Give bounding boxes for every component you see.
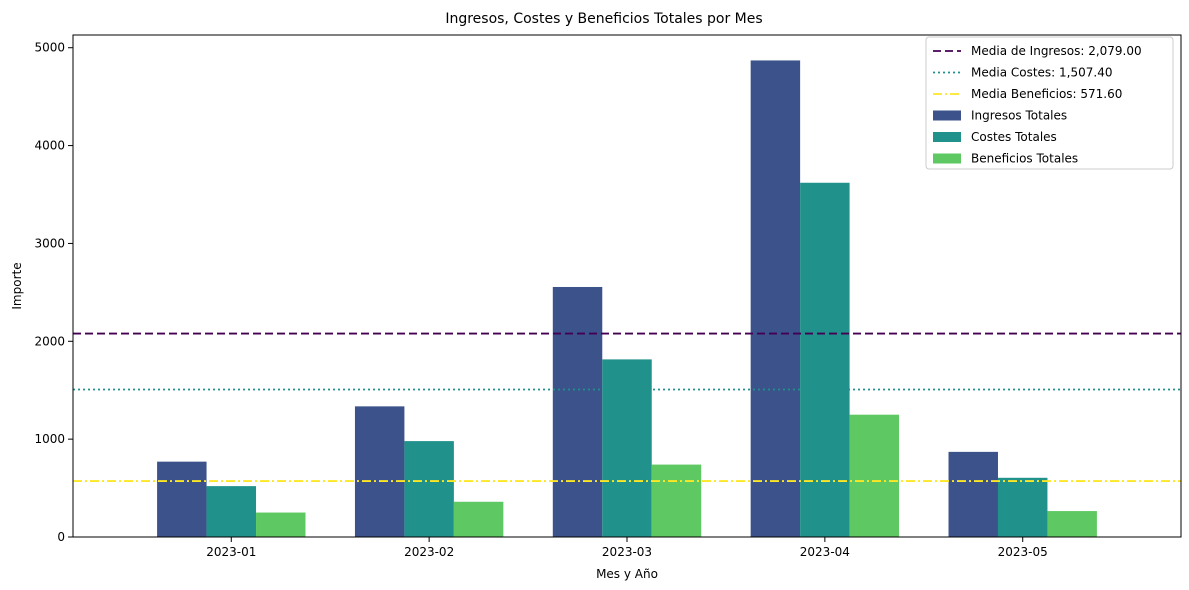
legend-label: Ingresos Totales xyxy=(971,109,1067,123)
bar-ingresos-totales-2023-03 xyxy=(552,286,603,537)
bar-costes-totales-2023-03 xyxy=(602,359,652,537)
x-axis-label: Mes y Año xyxy=(596,567,658,581)
legend-bar-swatch xyxy=(933,153,961,164)
bar-ingresos-totales-2023-02 xyxy=(354,406,405,537)
bar-costes-totales-2023-04 xyxy=(800,182,850,537)
bar-ingresos-totales-2023-01 xyxy=(157,461,207,537)
x-tick-label: 2023-01 xyxy=(206,545,256,559)
x-tick-label: 2023-03 xyxy=(602,545,652,559)
y-tick-label: 5000 xyxy=(34,41,65,55)
legend: Media de Ingresos: 2,079.00 Media Costes:… xyxy=(925,36,1174,170)
bar-beneficios-totales-2023-05 xyxy=(1047,511,1097,537)
plot-area: 0 1000 2000 3000 4000 5000 2023-01 2023-02 2023-… xyxy=(34,34,1182,559)
x-tick-label: 2023-04 xyxy=(800,545,850,559)
x-tick-label: 2023-05 xyxy=(998,545,1048,559)
legend-label: Beneficios Totales xyxy=(971,152,1078,166)
y-axis-label: Importe xyxy=(10,262,24,309)
bar-costes-totales-2023-01 xyxy=(206,486,257,537)
y-tick-label: 3000 xyxy=(34,236,65,250)
bar-ingresos-totales-2023-04 xyxy=(750,60,801,537)
bar-ingresos-totales-2023-05 xyxy=(948,451,998,537)
legend-label: Media Costes: 1,507.40 xyxy=(971,66,1112,80)
bar-costes-totales-2023-05 xyxy=(997,477,1048,537)
bar-beneficios-totales-2023-03 xyxy=(651,464,702,537)
y-tick-label: 4000 xyxy=(34,139,65,153)
bar-beneficios-totales-2023-02 xyxy=(453,501,504,537)
legend-box xyxy=(925,36,1174,170)
y-tick-label: 2000 xyxy=(34,334,65,348)
legend-label: Media de Ingresos: 2,079.00 xyxy=(971,44,1142,58)
y-tick-label: 1000 xyxy=(34,432,65,446)
legend-label: Costes Totales xyxy=(971,130,1057,144)
bar-beneficios-totales-2023-01 xyxy=(256,512,306,537)
bar-costes-totales-2023-02 xyxy=(404,441,454,537)
bar-beneficios-totales-2023-04 xyxy=(849,414,900,537)
legend-bar-swatch xyxy=(933,110,961,121)
legend-label: Media Beneficios: 571.60 xyxy=(971,87,1122,101)
legend-bar-swatch xyxy=(933,132,961,142)
x-tick-label: 2023-02 xyxy=(404,545,454,559)
y-tick-label: 0 xyxy=(57,530,65,544)
chart-title: Ingresos, Costes y Beneficios Totales po… xyxy=(445,11,762,27)
